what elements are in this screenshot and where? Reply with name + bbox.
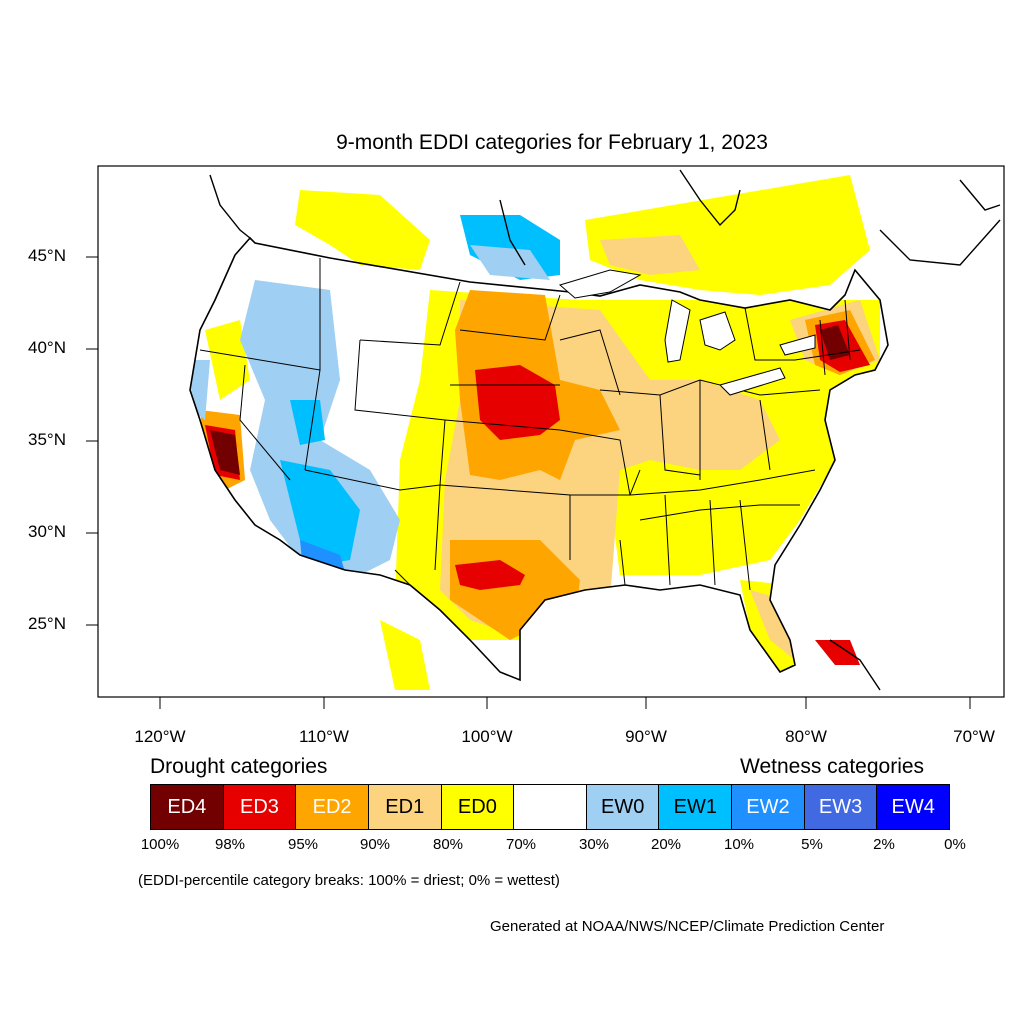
lon-label-100: 100°W	[461, 727, 513, 746]
lon-label-90: 90°W	[625, 727, 667, 746]
ed0-bc-region	[295, 190, 430, 270]
lat-label-45: 45°N	[28, 246, 66, 265]
ed0-west-spots	[205, 320, 250, 400]
pct-label: 5%	[801, 836, 823, 853]
legend-cell-ew0: EW0	[586, 785, 660, 829]
legend-cell-ew2: EW2	[732, 785, 805, 829]
ed4-northeast-region	[820, 325, 850, 360]
lon-label-70: 70°W	[953, 727, 995, 746]
ew1-great-basin-region	[280, 460, 360, 565]
lat-label-30: 30°N	[28, 522, 66, 541]
pct-label: 100%	[140, 836, 180, 853]
pct-label: 70%	[505, 836, 537, 853]
ed3-caribbean-spots	[815, 640, 860, 665]
wetness-categories-heading: Wetness categories	[740, 755, 925, 778]
lat-label-25: 25°N	[28, 614, 66, 633]
ed3-texas-region	[455, 560, 525, 590]
map-title: 9-month EDDI categories for February 1, …	[336, 131, 768, 154]
legend-cell-normal	[514, 785, 587, 829]
lon-label-110: 110°W	[299, 727, 349, 746]
axis-ticks	[86, 256, 971, 709]
pct-label: 90%	[359, 836, 391, 853]
legend-cell-ed3: ED3	[223, 785, 297, 829]
legend-cell-ed4: ED4	[151, 785, 224, 829]
pct-label: 98%	[214, 836, 246, 853]
state-boundaries	[199, 258, 861, 591]
lon-label-80: 80°W	[785, 727, 827, 746]
lat-label-35: 35°N	[28, 430, 66, 449]
legend-cell-ew4: EW4	[877, 785, 950, 829]
ew1-arizona-region	[290, 400, 325, 445]
lon-label-120: 120°W	[134, 727, 186, 746]
legend-cell-ew3: EW3	[804, 785, 878, 829]
drought-categories-heading: Drought categories	[150, 755, 328, 778]
legend-cell-ed0: ED0	[441, 785, 515, 829]
pct-label: 10%	[723, 836, 755, 853]
ed3-nebraska-region	[475, 365, 560, 440]
lat-label-40: 40°N	[28, 338, 66, 357]
great-lakes	[558, 269, 816, 396]
category-breaks-note: (EDDI-percentile category breaks: 100% =…	[138, 872, 560, 889]
credit-text: Generated at NOAA/NWS/NCEP/Climate Predi…	[490, 918, 885, 935]
ed4-california-region	[210, 430, 240, 475]
pct-label: 95%	[287, 836, 319, 853]
ew0-lake-region	[470, 245, 550, 280]
coastlines	[209, 169, 1001, 691]
us-outline	[189, 236, 889, 682]
pct-label: 2%	[873, 836, 895, 853]
pct-label: 80%	[432, 836, 464, 853]
category-legend: ED4 ED3 ED2 ED1 ED0 EW0 EW1 EW2 EW3 EW4	[150, 784, 950, 830]
pct-label: 0%	[944, 836, 966, 853]
legend-cell-ew1: EW1	[659, 785, 733, 829]
legend-cell-ed1: ED1	[368, 785, 442, 829]
ed0-baja-region	[380, 620, 430, 690]
pct-label: 20%	[650, 836, 682, 853]
pct-label: 30%	[578, 836, 610, 853]
legend-cell-ed2: ED2	[296, 785, 369, 829]
ed1-canada-region	[600, 235, 700, 275]
